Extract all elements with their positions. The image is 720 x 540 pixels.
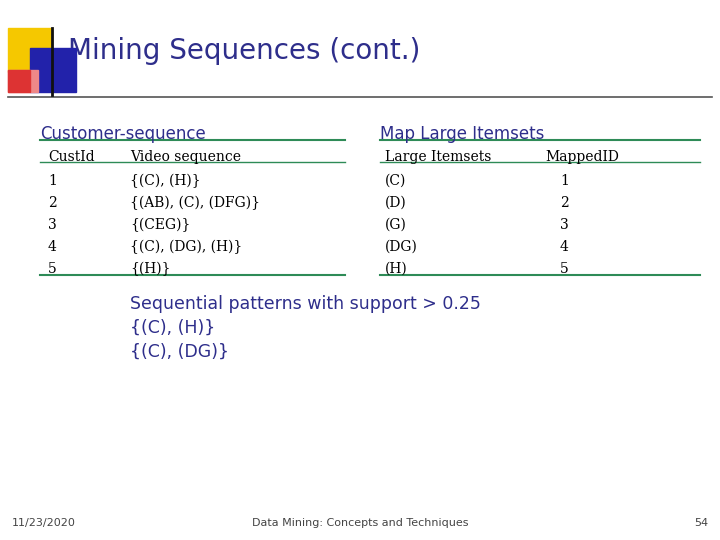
Text: 3: 3 (560, 218, 569, 232)
Text: (C): (C) (385, 174, 406, 188)
Text: 2: 2 (560, 196, 569, 210)
Text: (H): (H) (385, 262, 408, 276)
Text: (D): (D) (385, 196, 407, 210)
Text: 5: 5 (48, 262, 57, 276)
Text: {(CEG)}: {(CEG)} (130, 218, 190, 232)
Text: 2: 2 (48, 196, 57, 210)
Text: Mining Sequences (cont.): Mining Sequences (cont.) (68, 37, 420, 65)
Text: 4: 4 (560, 240, 569, 254)
Text: {(C), (DG), (H)}: {(C), (DG), (H)} (130, 240, 242, 254)
Text: 1: 1 (560, 174, 569, 188)
Text: CustId: CustId (48, 150, 94, 164)
Text: {(C), (H)}: {(C), (H)} (130, 319, 215, 337)
Text: MappedID: MappedID (545, 150, 619, 164)
Text: {(AB), (C), (DFG)}: {(AB), (C), (DFG)} (130, 196, 260, 210)
Text: {(H)}: {(H)} (130, 262, 171, 276)
Text: {(C), (H)}: {(C), (H)} (130, 174, 201, 188)
Text: 54: 54 (694, 518, 708, 528)
Bar (8, 70, 38, 92)
Text: Video sequence: Video sequence (130, 150, 241, 164)
Bar (30, 48, 76, 92)
Text: (G): (G) (385, 218, 407, 232)
Text: Sequential patterns with support > 0.25: Sequential patterns with support > 0.25 (130, 295, 481, 313)
Text: Customer-sequence: Customer-sequence (40, 125, 206, 143)
Text: 3: 3 (48, 218, 57, 232)
Text: 4: 4 (48, 240, 57, 254)
Text: 1: 1 (48, 174, 57, 188)
Text: Data Mining: Concepts and Techniques: Data Mining: Concepts and Techniques (252, 518, 468, 528)
Text: Large Itemsets: Large Itemsets (385, 150, 491, 164)
Bar (8, 70, 30, 92)
Text: 5: 5 (560, 262, 569, 276)
Text: 11/23/2020: 11/23/2020 (12, 518, 76, 528)
Text: {(C), (DG)}: {(C), (DG)} (130, 343, 229, 361)
Text: Map Large Itemsets: Map Large Itemsets (380, 125, 544, 143)
Bar (8, 28, 52, 72)
Text: (DG): (DG) (385, 240, 418, 254)
